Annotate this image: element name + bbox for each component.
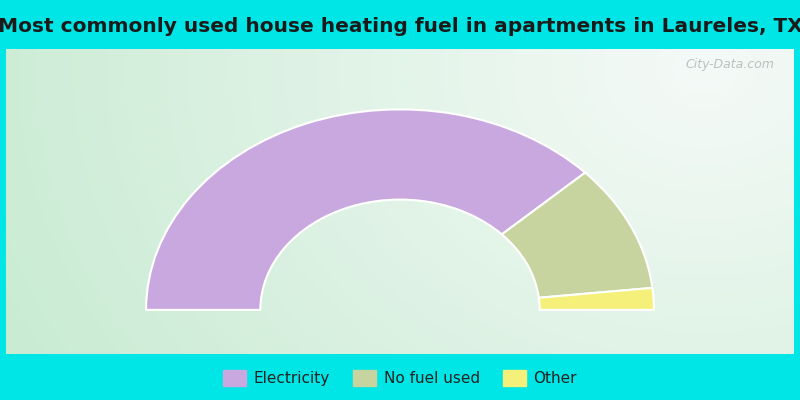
- Text: Most commonly used house heating fuel in apartments in Laureles, TX: Most commonly used house heating fuel in…: [0, 16, 800, 36]
- Wedge shape: [502, 173, 653, 298]
- Legend: Electricity, No fuel used, Other: Electricity, No fuel used, Other: [218, 364, 582, 392]
- Wedge shape: [539, 288, 654, 310]
- Text: City-Data.com: City-Data.com: [685, 58, 774, 71]
- Wedge shape: [146, 109, 585, 310]
